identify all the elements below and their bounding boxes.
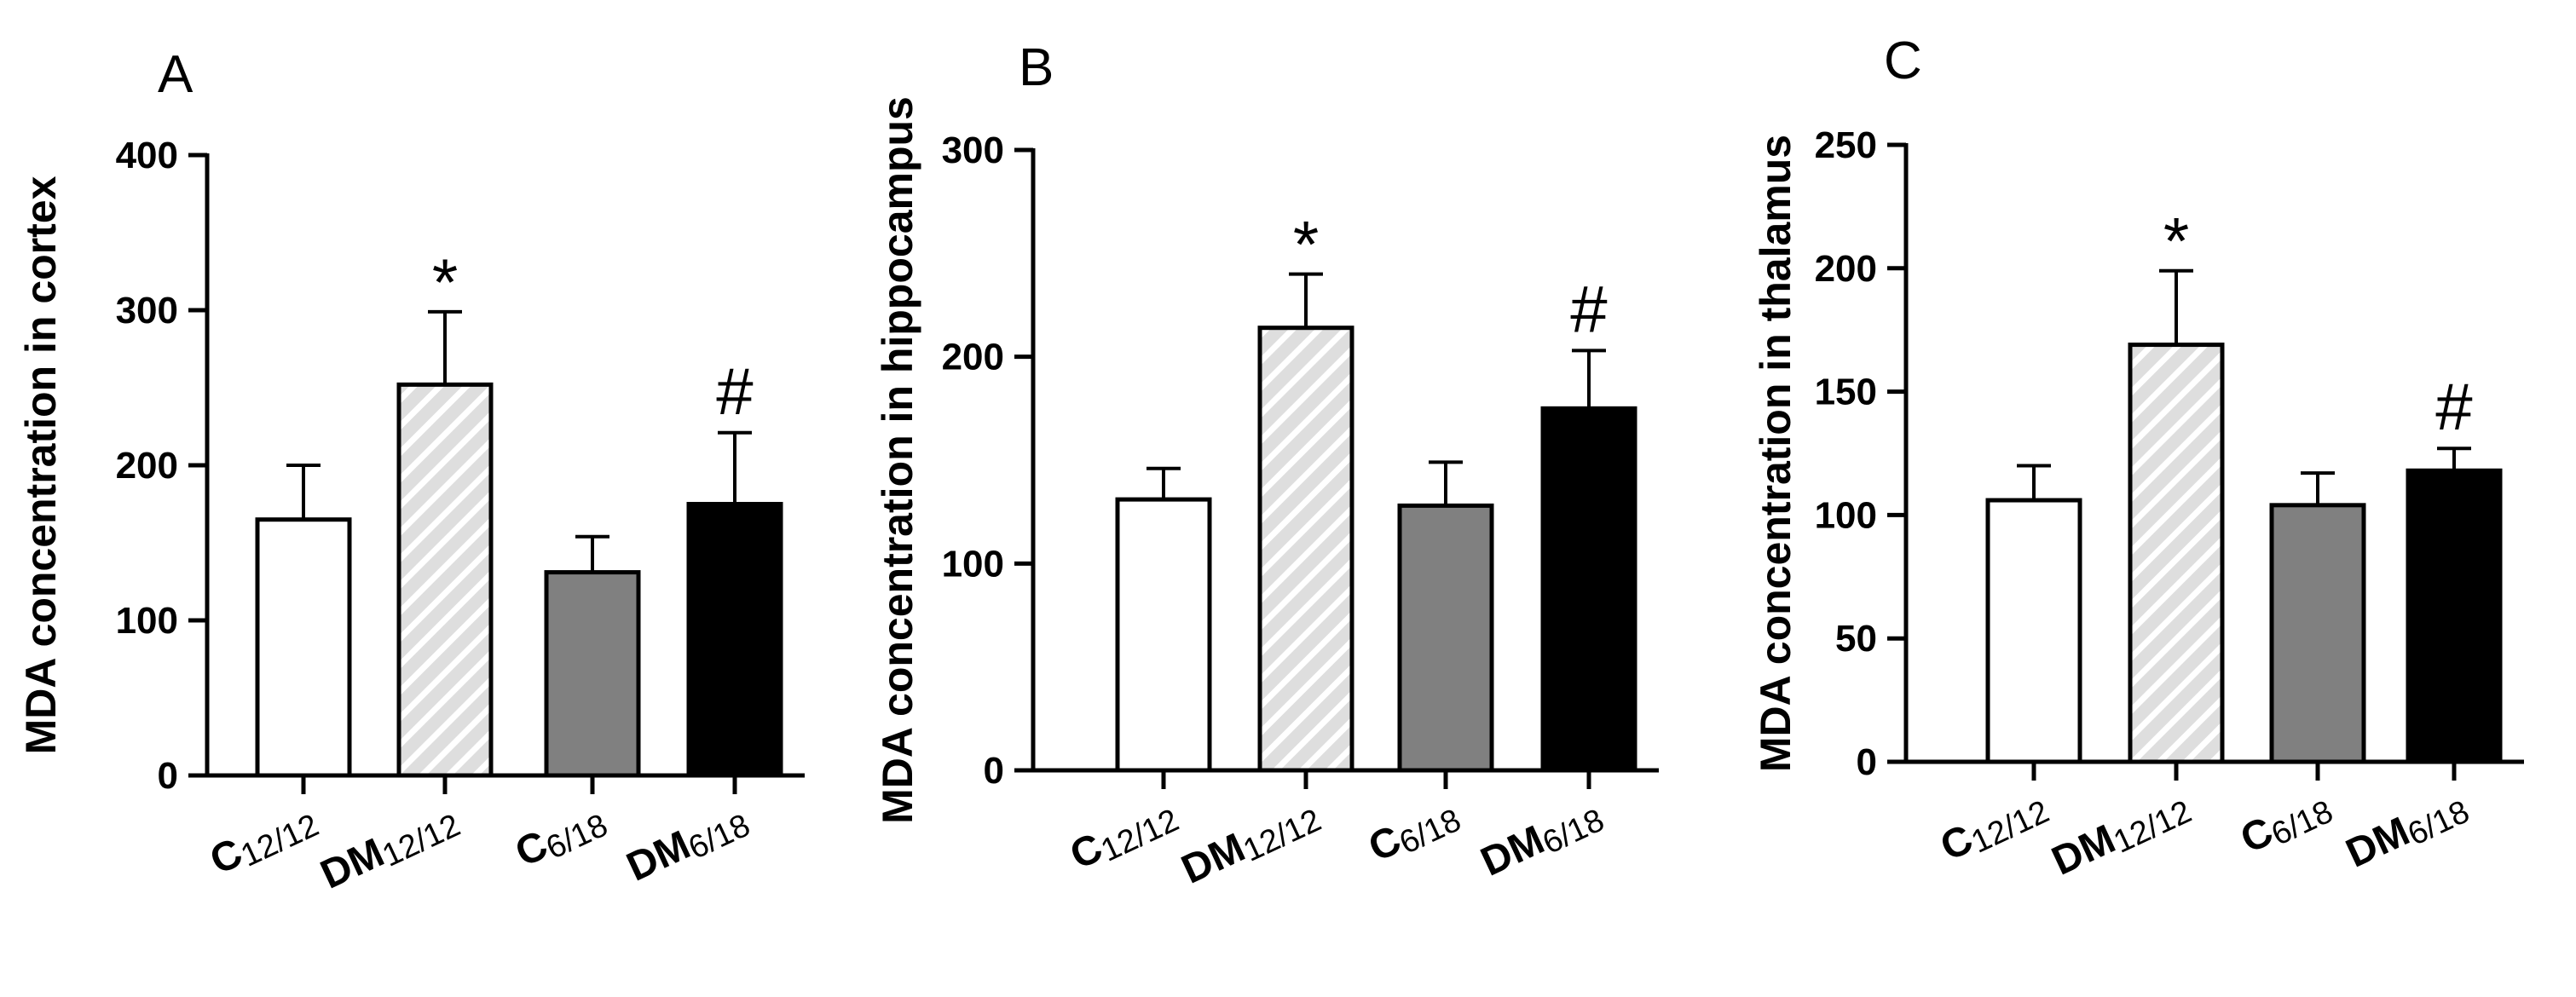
x-tick-label: DM12/12 <box>2045 782 2197 887</box>
panel-label: A <box>158 45 193 104</box>
panel-b: B MDA concentration in hippocampus 0 100 200… <box>874 38 1659 896</box>
x-tick-label: DM6/18 <box>621 796 756 893</box>
x-tick-label: C6/18 <box>1362 791 1467 874</box>
y-tick-label: 400 <box>116 135 178 176</box>
x-tick-label: C12/12 <box>204 796 325 887</box>
bar-dm-12-12 <box>2128 343 2225 764</box>
significance-asterisk: * <box>2163 204 2189 279</box>
bar-c-6-18 <box>1397 503 1494 773</box>
significance-hash: # <box>1570 271 1607 346</box>
significance-asterisk: * <box>1293 207 1319 282</box>
panel-label: C <box>1884 32 1922 90</box>
x-tick-label: DM6/18 <box>1475 791 1610 888</box>
significance-hash: # <box>2435 369 2472 444</box>
significance-hash: # <box>716 354 753 429</box>
x-tick-label: DM12/12 <box>314 796 465 901</box>
y-tick-label: 300 <box>942 130 1004 171</box>
panel-a: A MDA concentration in cortex 0 100 200 300 40… <box>17 45 805 901</box>
x-tick-label: C6/18 <box>509 796 614 879</box>
x-tick-label: C12/12 <box>1934 782 2055 873</box>
bar-dm-6-18 <box>686 502 783 778</box>
y-tick-label: 100 <box>1815 494 1877 536</box>
bar-c-12-12 <box>1985 498 2082 764</box>
y-tick-label: 0 <box>984 750 1004 792</box>
y-tick-label: 150 <box>1815 372 1877 413</box>
bar-c-6-18 <box>2269 503 2366 764</box>
panel-c: C MDA concentration in thalamus 0 50 100 150 2… <box>1752 32 2524 887</box>
bar-dm-12-12 <box>396 382 494 778</box>
y-tick-label: 0 <box>158 755 178 797</box>
panel-label: B <box>1019 38 1054 97</box>
x-tick-label: DM6/18 <box>2340 782 2475 879</box>
bar-dm-12-12 <box>1257 326 1354 773</box>
x-tick-label: C12/12 <box>1064 791 1185 882</box>
y-tick-label: 200 <box>1815 248 1877 290</box>
y-tick-label: 250 <box>1815 124 1877 166</box>
y-tick-label: 200 <box>116 445 178 487</box>
significance-asterisk: * <box>432 245 458 320</box>
x-tick-label: C6/18 <box>2234 782 2339 866</box>
y-tick-label: 200 <box>942 337 1004 378</box>
y-axis-label: MDA concentration in thalamus <box>1752 135 1799 772</box>
y-tick-label: 100 <box>942 543 1004 585</box>
bar-dm-6-18 <box>2406 468 2503 764</box>
bar-dm-6-18 <box>1540 406 1637 773</box>
bar-c-12-12 <box>1115 497 1212 773</box>
bar-c-6-18 <box>544 570 641 778</box>
y-tick-label: 300 <box>116 290 178 331</box>
bar-c-12-12 <box>255 517 352 778</box>
x-tick-label: DM12/12 <box>1175 791 1326 896</box>
y-axis-label: MDA concentration in cortex <box>17 176 65 754</box>
y-tick-label: 100 <box>116 600 178 642</box>
y-tick-label: 0 <box>1857 741 1877 783</box>
y-axis-label: MDA concentration in hippocampus <box>874 96 921 824</box>
y-tick-label: 50 <box>1835 618 1877 660</box>
